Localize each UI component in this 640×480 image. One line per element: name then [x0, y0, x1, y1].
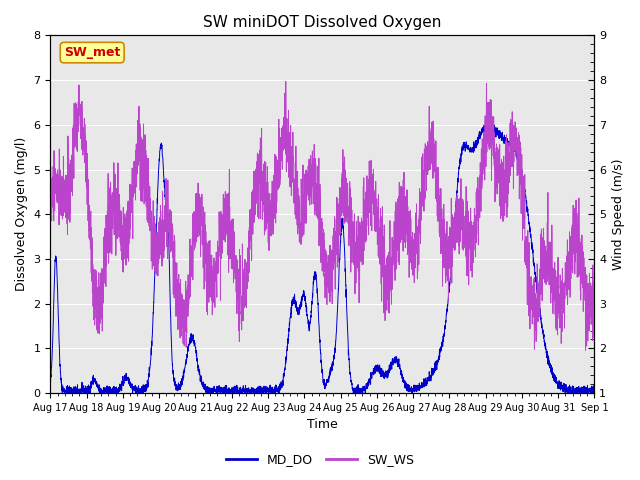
- Legend: MD_DO, SW_WS: MD_DO, SW_WS: [221, 448, 419, 471]
- Y-axis label: Dissolved Oxygen (mg/l): Dissolved Oxygen (mg/l): [15, 137, 28, 291]
- Y-axis label: Wind Speed (m/s): Wind Speed (m/s): [612, 158, 625, 270]
- Title: SW miniDOT Dissolved Oxygen: SW miniDOT Dissolved Oxygen: [204, 15, 442, 30]
- X-axis label: Time: Time: [307, 419, 338, 432]
- Text: SW_met: SW_met: [64, 46, 120, 59]
